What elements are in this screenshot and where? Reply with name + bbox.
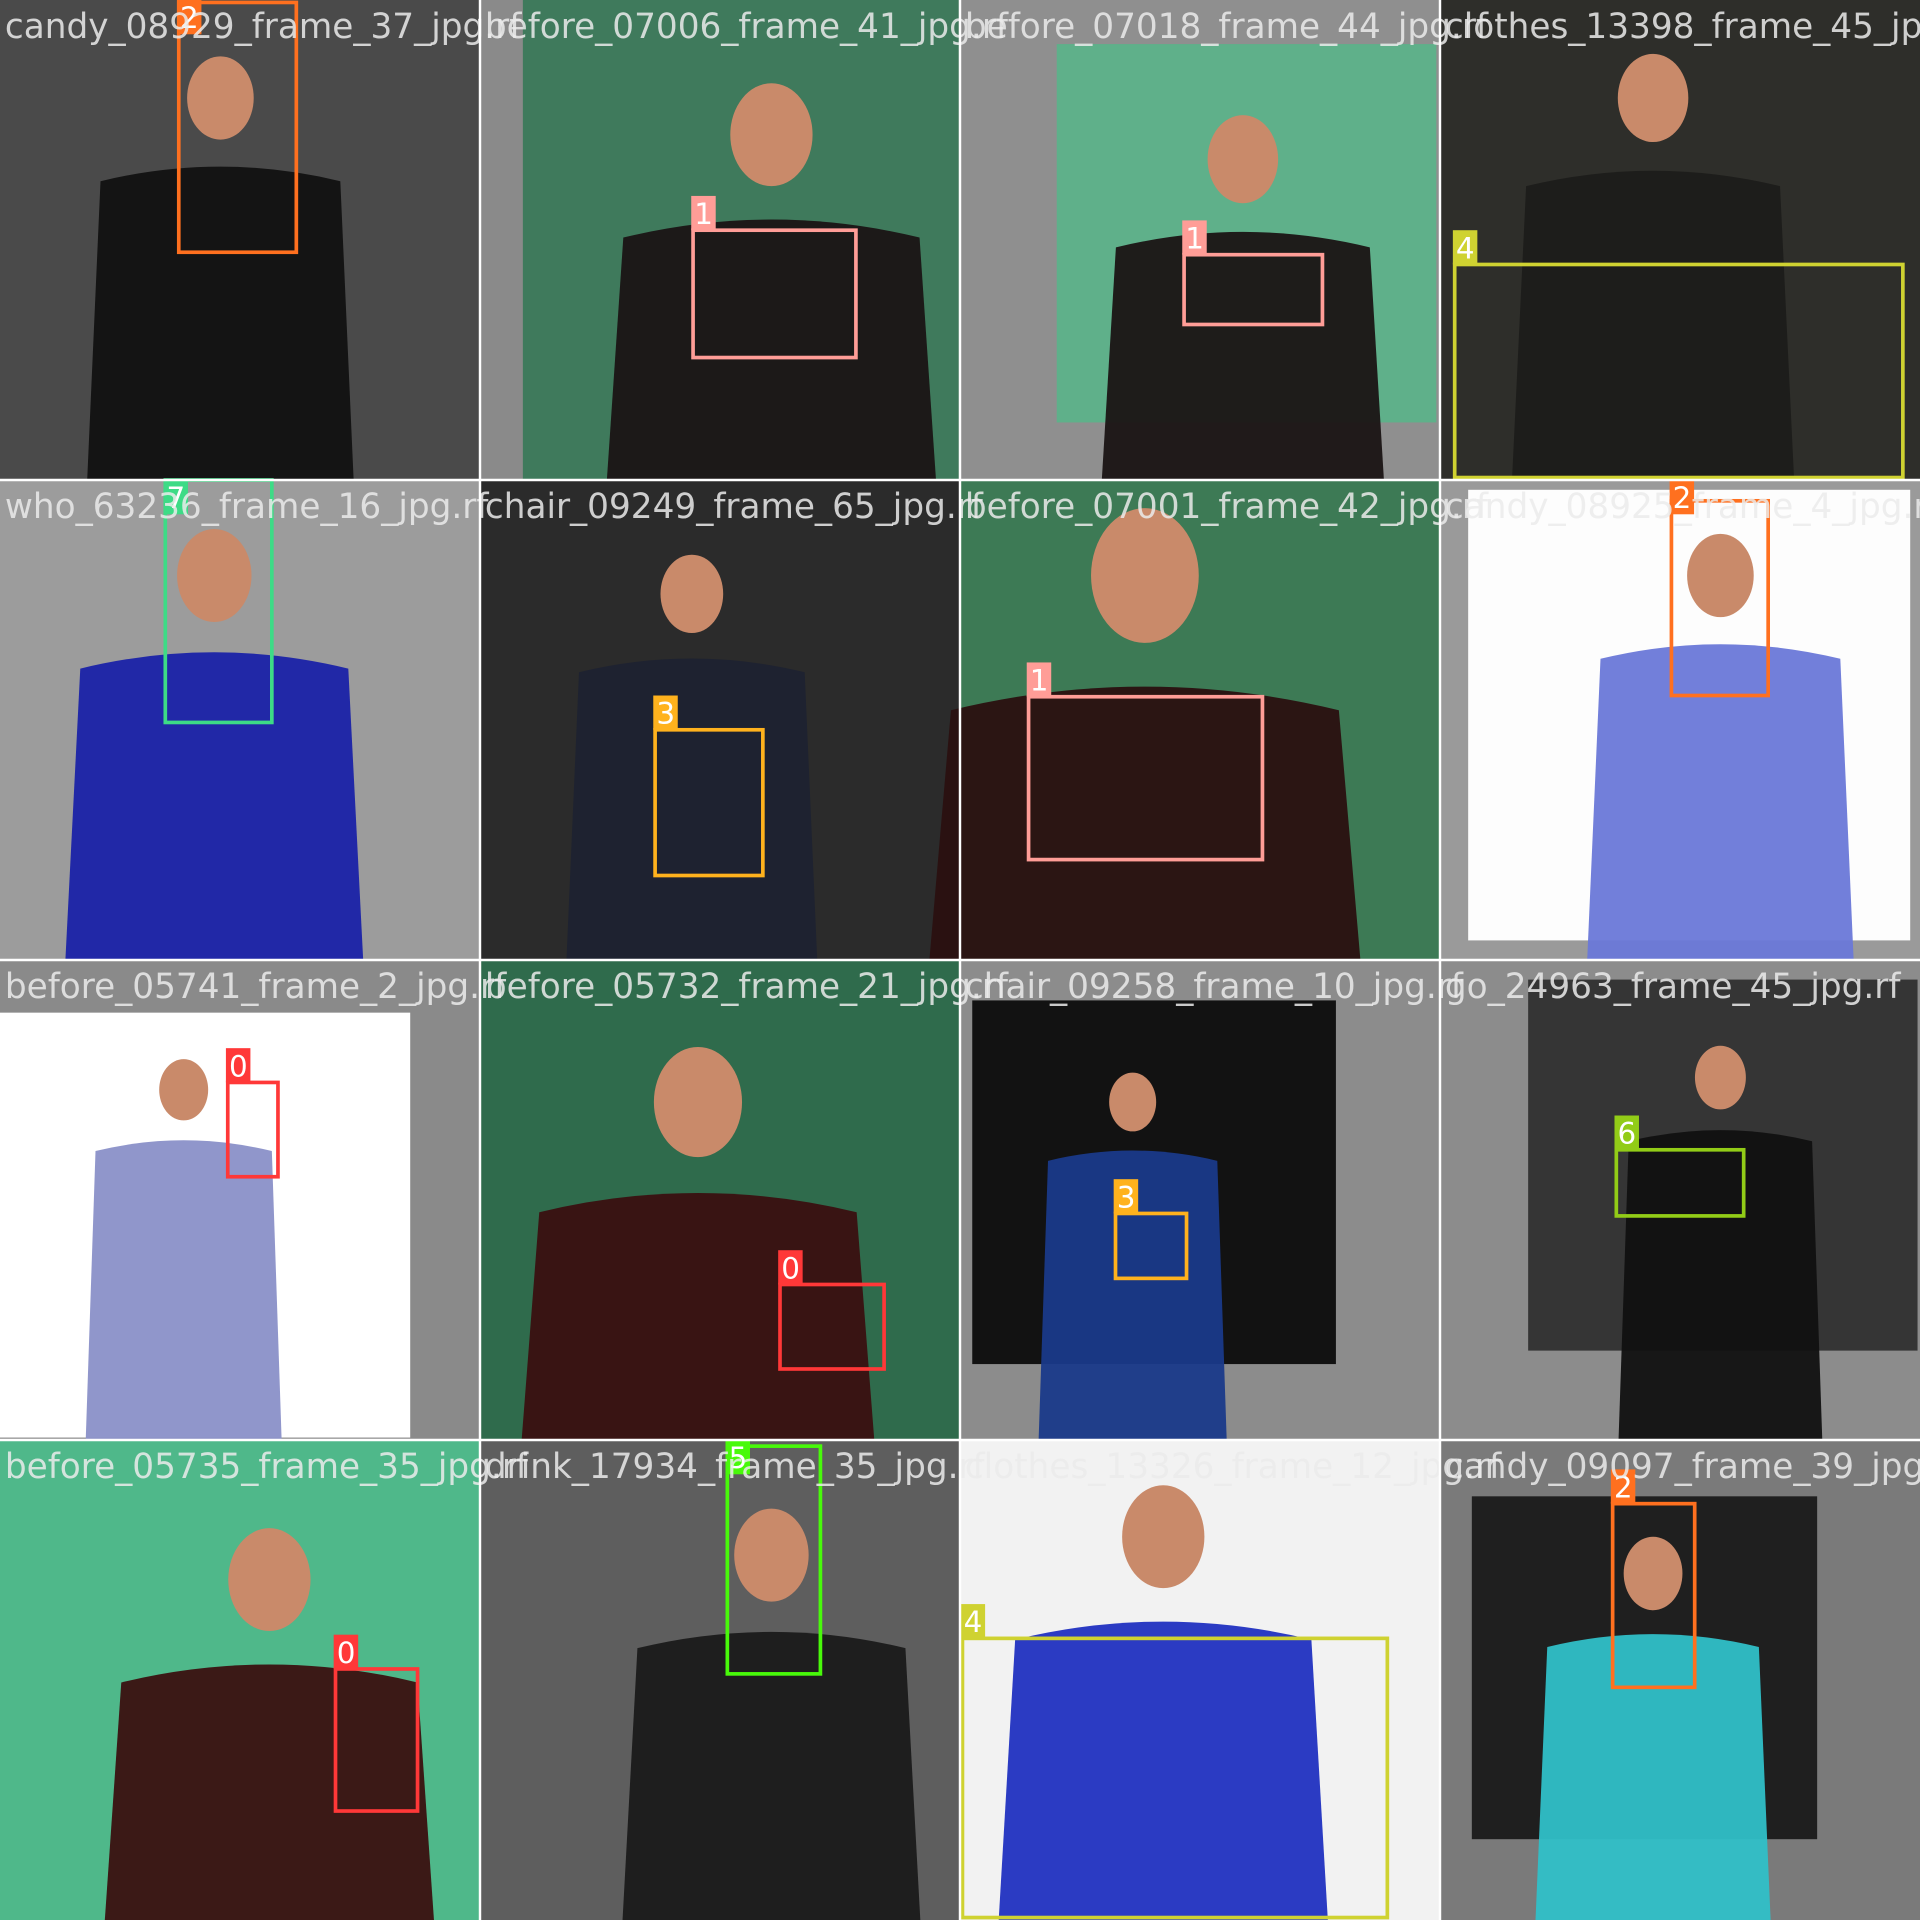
person-body bbox=[85, 1140, 282, 1440]
box-label-bg bbox=[691, 195, 716, 231]
bounding-box bbox=[725, 1444, 823, 1676]
person-body bbox=[566, 658, 818, 960]
box-label-bg bbox=[1669, 480, 1695, 515]
person-head bbox=[1623, 1536, 1683, 1611]
tile-filename: go_24963_frame_45_jpg.rf bbox=[1445, 967, 1901, 1007]
box-label: 1 bbox=[1185, 222, 1204, 256]
box-label: 3 bbox=[1117, 1180, 1136, 1214]
person-head bbox=[159, 1059, 209, 1121]
person-head bbox=[1091, 508, 1199, 643]
tile-filename: before_07006_frame_41_jpg.rf bbox=[485, 7, 1009, 47]
bounding-box bbox=[1669, 498, 1770, 698]
box-label: 7 bbox=[167, 481, 186, 515]
box-label: 1 bbox=[694, 197, 713, 231]
tile-filename: candy_09097_frame_39_jpg.rf bbox=[1445, 1447, 1920, 1487]
bounding-box bbox=[1610, 1501, 1697, 1690]
person-body bbox=[1038, 1150, 1227, 1440]
person-head bbox=[187, 56, 254, 140]
people bbox=[65, 53, 1854, 1920]
person-body bbox=[998, 1621, 1328, 1920]
tile-filename: chair_09249_frame_65_jpg.rf bbox=[485, 487, 984, 527]
tile-filename: clothes_13326_frame_12_jpg.rf bbox=[965, 1447, 1502, 1487]
tile-filename: clothes_13398_frame_45_jpg.rf bbox=[1445, 7, 1920, 47]
tile-filename: before_05741_frame_2_jpg.rf bbox=[5, 967, 507, 1007]
tile-filename: candy_08929_frame_37_jpg.rf bbox=[5, 7, 522, 47]
person-head bbox=[1687, 533, 1754, 618]
tile-filename: before_05732_frame_21_jpg.rf bbox=[485, 967, 1009, 1007]
box-label: 2 bbox=[1673, 481, 1692, 515]
bounding-box bbox=[1614, 1147, 1746, 1218]
box-label-bg bbox=[176, 0, 202, 35]
bounding-box bbox=[960, 1636, 1390, 1920]
box-label: 0 bbox=[781, 1251, 800, 1285]
box-label: 0 bbox=[229, 1049, 248, 1083]
box-label: 6 bbox=[1618, 1117, 1637, 1151]
tile-filename: drink_17934_frame_35_jpg.rf bbox=[485, 1447, 986, 1487]
box-label-bg bbox=[163, 480, 188, 515]
tile-filename: chair_09258_frame_10_jpg.rf bbox=[965, 967, 1464, 1007]
person-body bbox=[1618, 1130, 1823, 1440]
bounding-box bbox=[1452, 262, 1905, 480]
box-label-bg bbox=[1026, 662, 1052, 697]
person-head bbox=[228, 1528, 311, 1632]
bounding-box bbox=[653, 727, 765, 878]
bounding-box bbox=[333, 1667, 420, 1813]
bounding-box bbox=[778, 1282, 886, 1371]
person-body bbox=[929, 686, 1361, 960]
box-label-bg bbox=[333, 1634, 359, 1669]
box-label-bg bbox=[725, 1440, 750, 1475]
bounding-box bbox=[176, 0, 299, 255]
box-label-bg bbox=[960, 1604, 986, 1639]
person-body bbox=[87, 166, 354, 480]
person-body bbox=[1535, 1634, 1771, 1920]
person-head bbox=[177, 528, 252, 623]
box-label: 3 bbox=[656, 697, 675, 731]
box-label: 4 bbox=[964, 1605, 983, 1639]
bounding-box bbox=[1113, 1211, 1189, 1281]
person-head bbox=[1207, 115, 1279, 204]
tile-filename: who_63236_frame_16_jpg.rf bbox=[5, 487, 489, 527]
person-body bbox=[1512, 170, 1795, 481]
bounding-box bbox=[691, 228, 858, 360]
person-head bbox=[734, 1508, 809, 1602]
tile-filename: before_07001_frame_42_jpg.rf bbox=[965, 487, 1489, 527]
tile-filename: before_05735_frame_35_jpg.rf bbox=[5, 1447, 529, 1487]
box-label-bg bbox=[778, 1250, 803, 1285]
box-label: 2 bbox=[180, 1, 199, 35]
box-label-bg bbox=[1610, 1469, 1636, 1504]
box-label-bg bbox=[1614, 1115, 1639, 1150]
person-head bbox=[1122, 1485, 1205, 1589]
box-label-bg bbox=[225, 1048, 251, 1083]
box-label: 5 bbox=[729, 1441, 748, 1475]
box-label-bg bbox=[1452, 230, 1478, 265]
bounding-box bbox=[225, 1080, 280, 1179]
bounding-box bbox=[1026, 694, 1265, 862]
person-body bbox=[104, 1664, 434, 1920]
box-label: 2 bbox=[1614, 1471, 1633, 1505]
person-body bbox=[1101, 231, 1384, 480]
box-label-bg bbox=[1113, 1179, 1139, 1214]
box-label-bg bbox=[653, 695, 678, 730]
person-head bbox=[653, 1046, 743, 1158]
person-body bbox=[521, 1192, 875, 1440]
person-head bbox=[730, 83, 813, 187]
person-head bbox=[1694, 1045, 1746, 1110]
person-head bbox=[1617, 53, 1689, 143]
box-label: 4 bbox=[1456, 231, 1475, 265]
box-label-bg bbox=[1182, 220, 1207, 255]
bounding-box bbox=[1182, 252, 1325, 327]
box-label: 1 bbox=[1030, 664, 1049, 698]
person-body bbox=[65, 652, 364, 960]
tile-filename: candy_08925_frame_4_jpg.rf bbox=[1445, 487, 1920, 527]
person-body bbox=[622, 1631, 921, 1920]
person-body bbox=[606, 219, 936, 480]
box-label: 0 bbox=[337, 1636, 356, 1670]
person-head bbox=[660, 554, 724, 634]
tile-filename: before_07018_frame_44_jpg.rf bbox=[965, 7, 1489, 47]
person-head bbox=[1109, 1072, 1157, 1132]
person-body bbox=[1587, 644, 1854, 960]
